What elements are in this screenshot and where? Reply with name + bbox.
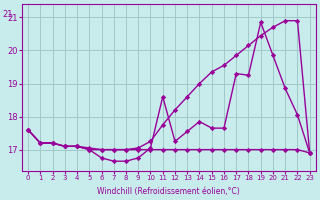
X-axis label: Windchill (Refroidissement éolien,°C): Windchill (Refroidissement éolien,°C) — [98, 187, 240, 196]
Text: 21: 21 — [3, 10, 13, 19]
